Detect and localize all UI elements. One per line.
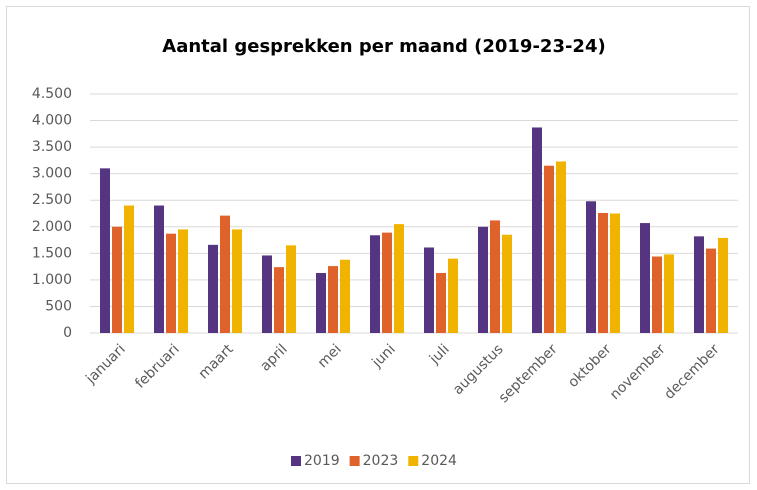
y-tick-label: 500: [45, 298, 72, 314]
bar: [316, 272, 326, 333]
bar: [544, 165, 554, 333]
y-tick-label: 2.500: [32, 192, 72, 208]
bar: [382, 232, 392, 333]
chart-title: Aantal gesprekken per maand (2019-23-24): [162, 36, 605, 57]
bar: [532, 127, 542, 334]
legend-label: 2024: [421, 453, 457, 469]
y-tick-label: 3.000: [32, 166, 72, 182]
bar: [178, 229, 188, 333]
bar: [706, 248, 716, 333]
bar: [208, 244, 218, 333]
legend-swatch: [291, 456, 301, 466]
bar: [232, 229, 242, 333]
legend-label: 2019: [304, 453, 340, 469]
bar: [370, 235, 380, 333]
bar: [124, 205, 134, 333]
y-tick-label: 2.000: [32, 219, 72, 235]
bar: [286, 245, 296, 333]
bar: [262, 255, 272, 333]
bar: [610, 213, 620, 333]
y-tick-label: 4.000: [32, 113, 72, 129]
bar: [448, 258, 458, 333]
bar: [664, 254, 674, 333]
bar: [328, 266, 338, 333]
bar: [220, 215, 230, 333]
bar: [640, 223, 650, 333]
bar: [502, 234, 512, 333]
legend-label: 2023: [363, 453, 399, 469]
y-tick-label: 4.500: [32, 86, 72, 102]
legend-swatch: [349, 456, 360, 466]
y-tick-label: 1.000: [32, 272, 72, 288]
legend-swatch: [408, 456, 419, 466]
bar: [652, 256, 662, 333]
bar: [718, 237, 728, 333]
bar: [340, 259, 350, 333]
bar: [436, 272, 446, 333]
y-tick-label: 1.500: [32, 245, 72, 261]
bar: [274, 267, 284, 333]
bar: [100, 168, 110, 333]
y-tick-label: 0: [63, 325, 72, 341]
bar: [586, 201, 596, 333]
bar: [490, 220, 500, 333]
y-tick-label: 3.500: [32, 139, 72, 155]
bar: [598, 212, 608, 333]
bar: [154, 205, 164, 333]
bar: [424, 247, 434, 333]
bar: [166, 233, 176, 333]
bar: [556, 161, 566, 333]
bar: [694, 236, 704, 333]
bar: [112, 226, 122, 333]
bar: [394, 224, 404, 333]
bar: [478, 226, 488, 333]
